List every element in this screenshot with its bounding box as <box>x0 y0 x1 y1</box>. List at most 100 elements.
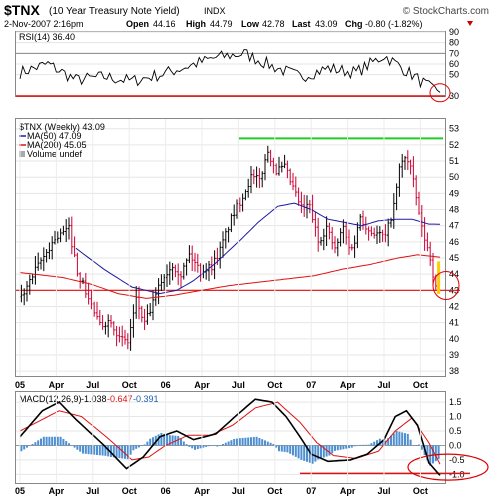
macd-histogram-bar <box>364 444 367 446</box>
macd-histogram-bar <box>280 445 283 452</box>
price-tick-label: 39 <box>449 350 459 360</box>
macd-histogram-bar <box>93 445 96 455</box>
macd-histogram-bar <box>87 445 90 455</box>
price-legend-ma50: MA(50) 47.09 <box>27 131 82 141</box>
rsi-tick-label: 60 <box>449 59 459 69</box>
macd-histogram-bar <box>199 445 202 449</box>
macd-histogram-bar <box>283 445 286 452</box>
price-bar <box>336 238 339 257</box>
macd-histogram-bar <box>289 445 292 454</box>
price-bar <box>378 226 381 243</box>
price-bar <box>398 163 401 197</box>
price-bar <box>165 264 169 288</box>
macd-histogram-bar <box>334 445 336 451</box>
price-bar <box>345 221 348 245</box>
price-bar <box>221 231 225 258</box>
price-bar <box>28 274 31 295</box>
price-bar <box>359 213 362 231</box>
x-tick-label: Oct <box>413 486 428 496</box>
macd-histogram-bar <box>348 445 350 449</box>
macd-histogram-bar <box>266 441 269 446</box>
macd-histogram-bar <box>98 445 101 456</box>
macd-histogram-bar <box>420 445 423 450</box>
price-bar <box>224 228 227 249</box>
macd-histogram-bar <box>292 445 294 456</box>
x-tick-label: Oct <box>267 380 282 390</box>
macd-legend-hist: -0.391 <box>133 394 159 404</box>
x-tick-label: Jul <box>377 380 390 390</box>
price-bar <box>252 169 255 185</box>
price-bar <box>48 242 51 260</box>
exchange-label: INDX <box>204 6 226 16</box>
price-bar <box>185 258 188 276</box>
price-bar <box>59 228 62 243</box>
macd-histogram-bar <box>23 445 26 450</box>
macd-histogram-bar <box>345 445 348 449</box>
price-bar <box>87 282 90 305</box>
price-bar <box>70 216 73 255</box>
macd-histogram-bar <box>300 445 303 460</box>
macd-histogram-bar <box>314 445 317 462</box>
macd-histogram-bar <box>353 445 356 447</box>
price-bar <box>146 304 149 325</box>
x-tick-label: 05 <box>15 486 25 496</box>
macd-histogram-bar <box>54 436 56 446</box>
macd-histogram-bar <box>191 445 194 449</box>
macd-histogram-bar <box>73 445 76 448</box>
price-bar <box>67 217 71 240</box>
price-bar <box>415 175 418 206</box>
macd-histogram-bar <box>412 445 415 446</box>
x-tick-label: Apr <box>340 486 356 496</box>
price-bar <box>213 250 216 280</box>
price-bar <box>275 163 278 176</box>
price-tick-label: 52 <box>449 140 459 150</box>
price-bar <box>263 154 267 181</box>
x-tick-label: Apr <box>194 486 210 496</box>
price-bar <box>384 224 387 243</box>
macd-histogram-bar <box>40 438 42 446</box>
ma200-line <box>19 254 441 299</box>
price-bar <box>31 273 34 285</box>
macd-histogram-bar <box>185 444 188 446</box>
macd-histogram-bar <box>51 436 54 446</box>
price-bar <box>409 159 412 175</box>
price-bar <box>140 305 143 323</box>
price-bar <box>230 213 233 233</box>
macd-histogram-bar <box>325 445 328 457</box>
price-highlight-circle <box>432 270 460 300</box>
price-bar <box>350 244 353 251</box>
macd-histogram-bar <box>205 445 208 447</box>
macd-histogram-bar <box>406 433 409 446</box>
price-bar <box>381 229 384 243</box>
x-tick-label: Apr <box>340 380 356 390</box>
macd-histogram-bar <box>418 444 420 446</box>
price-bar <box>300 191 303 214</box>
price-bar <box>129 318 132 351</box>
x-tick-label: Oct <box>413 380 428 390</box>
price-bar <box>177 263 180 286</box>
macd-histogram-bar <box>373 441 376 446</box>
price-bar <box>289 168 292 186</box>
macd-histogram-bar <box>378 438 381 446</box>
price-bar <box>375 225 379 245</box>
symbol-description: (10 Year Treasury Note Yield) <box>49 6 180 17</box>
macd-histogram-bar <box>398 431 401 446</box>
price-bar <box>132 304 135 338</box>
header-datetime: 2-Nov-2007 2:16pm <box>4 19 84 29</box>
x-tick-label: 05 <box>15 380 25 390</box>
macd-signal-line <box>19 401 441 465</box>
x-tick-label: Apr <box>49 486 65 496</box>
macd-histogram-bar <box>132 445 135 451</box>
price-bar <box>317 217 320 252</box>
macd-histogram-bar <box>308 445 311 463</box>
price-bar <box>174 264 177 278</box>
down-arrow-icon <box>467 21 473 26</box>
macd-histogram-bar <box>278 445 280 452</box>
price-bar <box>135 286 138 319</box>
macd-histogram-bar <box>224 442 227 446</box>
macd-histogram-bar <box>160 432 163 446</box>
macd-histogram-bar <box>126 445 129 460</box>
price-bar <box>238 197 241 213</box>
rsi-legend: RSI(14) 36.40 <box>19 32 75 42</box>
